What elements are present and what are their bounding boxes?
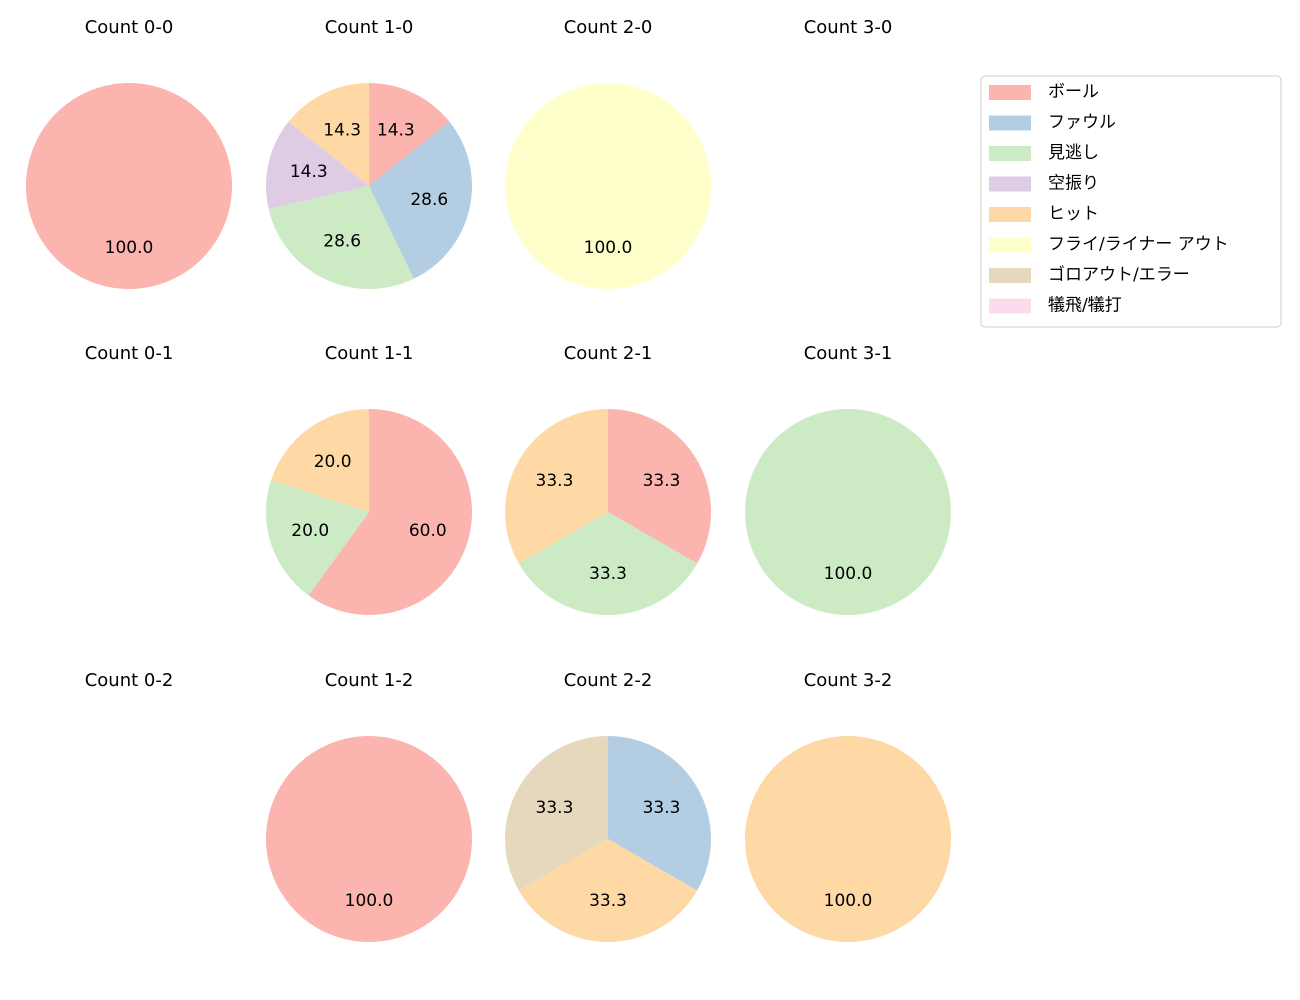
legend-box (980, 75, 1282, 328)
value-label: 20.0 (291, 521, 329, 541)
pie-slice (266, 480, 369, 596)
legend-label: 犠飛/犠打 (1048, 296, 1122, 316)
value-label: 28.6 (323, 232, 361, 252)
pie-slice (369, 121, 473, 279)
pie-title: Count 2-0 (564, 17, 653, 38)
value-label: 14.3 (323, 120, 361, 140)
legend-label: ヒット (1048, 204, 1099, 224)
legend-label: 空振り (1048, 174, 1099, 194)
legend-swatch (989, 146, 1031, 161)
pie-title: Count 0-0 (85, 17, 174, 38)
value-label: 100.0 (824, 891, 873, 911)
pie-slice (308, 409, 473, 616)
legend-label: 見逃し (1048, 143, 1099, 163)
pie-slice (745, 736, 951, 942)
legend-swatch (989, 298, 1031, 314)
pie-title: Count 1-2 (325, 670, 414, 691)
pie-slice (369, 83, 450, 186)
pie-slice (271, 409, 369, 512)
pie-slice (745, 409, 951, 615)
pie-title: Count 2-1 (564, 343, 653, 364)
pie-slice (288, 83, 369, 186)
legend-label: ファウル (1048, 113, 1116, 133)
pie-title: Count 3-1 (804, 343, 893, 364)
value-label: 33.3 (536, 471, 574, 491)
pie-slice (518, 839, 698, 942)
value-label: 100.0 (345, 891, 394, 911)
pie-slice (518, 512, 698, 615)
value-label: 33.3 (643, 471, 681, 491)
pie-slice (505, 736, 608, 891)
pie-title: Count 0-1 (85, 343, 174, 364)
value-label: 60.0 (409, 521, 447, 541)
legend-swatch (989, 268, 1031, 283)
pie-title: Count 3-2 (804, 670, 893, 691)
value-label: 33.3 (536, 798, 574, 818)
value-label: 33.3 (589, 891, 627, 911)
value-label: 33.3 (589, 564, 627, 584)
pie-slice (266, 121, 369, 209)
value-label: 100.0 (105, 238, 154, 258)
value-label: 14.3 (377, 120, 415, 140)
legend-swatch (989, 85, 1031, 100)
legend-label: ボール (1048, 82, 1099, 102)
pie-title: Count 2-2 (564, 670, 653, 691)
value-label: 33.3 (643, 798, 681, 818)
pie-slice (26, 83, 232, 289)
pie-title: Count 0-2 (85, 670, 174, 691)
pie-title: Count 1-1 (325, 343, 414, 364)
legend-label: フライ/ライナー アウト (1048, 235, 1229, 255)
pie-slice (505, 409, 608, 564)
value-label: 28.6 (410, 190, 448, 210)
pie-slice (505, 83, 711, 289)
pie-title: Count 1-0 (325, 17, 414, 38)
pie-slice (266, 736, 472, 942)
value-label: 20.0 (314, 452, 352, 472)
pie-slice (608, 409, 712, 564)
value-label: 14.3 (290, 162, 328, 182)
pie-slice (268, 186, 414, 289)
legend-swatch (989, 115, 1031, 131)
pie-title: Count 3-0 (804, 17, 893, 38)
legend-label: ゴロアウト/エラー (1048, 264, 1190, 285)
value-label: 100.0 (824, 564, 873, 584)
legend-swatch (989, 237, 1031, 253)
value-label: 100.0 (584, 238, 633, 258)
pie-slice (608, 736, 712, 891)
legend-swatch (989, 207, 1031, 222)
legend-swatch (989, 176, 1031, 192)
